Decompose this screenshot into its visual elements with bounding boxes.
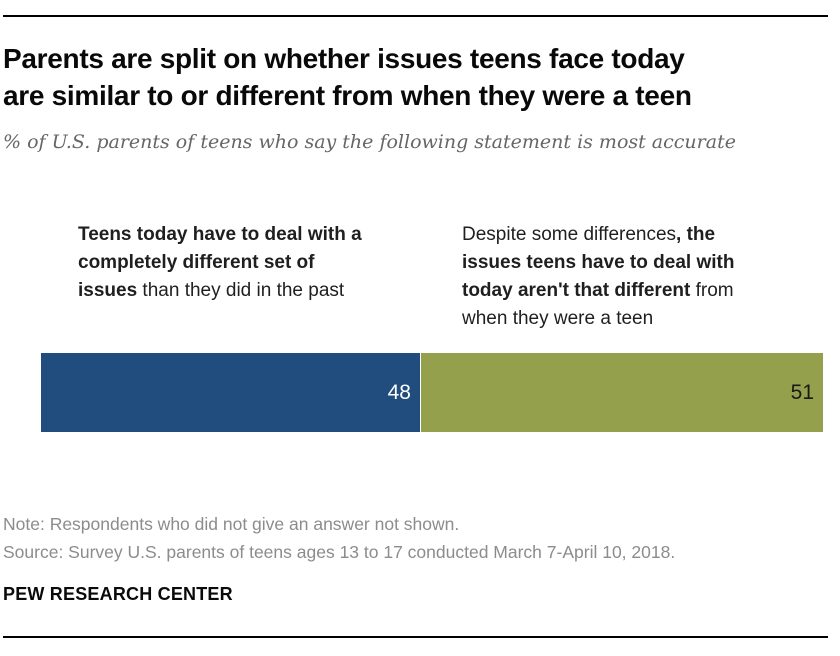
bar-value-left: 48 — [387, 380, 411, 404]
bar-value-right: 51 — [790, 380, 814, 404]
chart-title-line-2: are similar to or different from when th… — [3, 80, 692, 111]
column-header-different-issues: Teens today have to deal with a completel… — [78, 224, 362, 301]
pew-research-center-wordmark: PEW RESEARCH CENTER — [3, 584, 233, 604]
chart-title-line-1: Parents are split on whether issues teen… — [3, 43, 685, 74]
footnotes: Note: Respondents who did not give an an… — [3, 510, 832, 566]
bar-segment-not-that-different: 51 — [420, 353, 823, 432]
chart-title: Parents are split on whether issues teen… — [3, 40, 832, 114]
bottom-divider — [3, 636, 828, 638]
bar-column-headers: Teens today have to deal with a completel… — [41, 221, 823, 333]
source-text: Source: Survey U.S. parents of teens age… — [3, 542, 676, 562]
bar-segment-different-issues: 48 — [41, 353, 421, 432]
top-divider — [3, 15, 828, 17]
note-text: Note: Respondents who did not give an an… — [3, 514, 460, 534]
chart-subtitle: % of U.S. parents of teens who say the f… — [3, 131, 736, 153]
stacked-bar: 48 51 — [41, 353, 823, 432]
column-header-not-that-different: Despite some differences, the issues teen… — [462, 224, 735, 329]
